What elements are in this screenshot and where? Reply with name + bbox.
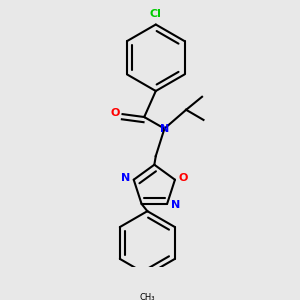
- Text: O: O: [110, 108, 120, 118]
- Text: N: N: [171, 200, 180, 210]
- Text: CH₃: CH₃: [140, 293, 155, 300]
- Text: N: N: [160, 124, 169, 134]
- Text: Cl: Cl: [150, 9, 162, 19]
- Text: N: N: [121, 173, 130, 183]
- Text: O: O: [179, 173, 188, 183]
